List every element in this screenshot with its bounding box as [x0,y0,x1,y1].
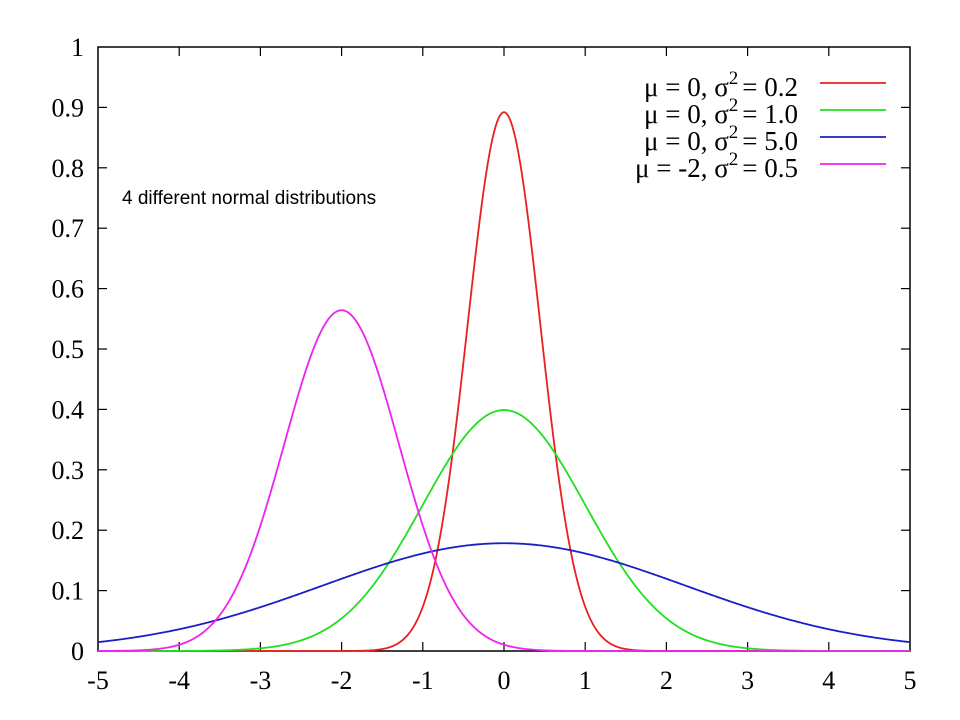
x-tick-label: -3 [250,666,272,695]
y-tick-label: 0.1 [52,577,85,606]
y-tick-label: 0.6 [52,275,85,304]
y-tick-label: 0.7 [52,214,85,243]
y-tick-label: 0.8 [52,154,85,183]
x-tick-label: 2 [660,666,673,695]
x-tick-label: 5 [904,666,917,695]
y-tick-label: 1 [71,33,84,62]
y-tick-label: 0.9 [52,93,85,122]
legend-label: μ = 0, σ2 = 5.0 [644,122,798,156]
x-tick-label: 3 [741,666,754,695]
legend-label: μ = 0, σ2 = 0.2 [644,68,798,102]
legend-label: μ = -2, σ2 = 0.5 [635,149,798,183]
series-lines [97,111,911,652]
x-tick-label: -4 [168,666,190,695]
x-tick-label: -2 [331,666,353,695]
series-line-3 [97,542,911,644]
legend-label: μ = 0, σ2 = 1.0 [644,95,798,129]
axis-ticks [98,47,910,651]
series-line-4 [97,309,910,652]
legend-entry-4: μ = -2, σ2 = 0.5 [635,149,886,183]
y-tick-label: 0.5 [52,335,85,364]
series-line-2 [98,409,910,652]
chart-annotation: 4 different normal distributions [122,188,376,209]
x-tick-label: 0 [498,666,511,695]
legend-entry-1: μ = 0, σ2 = 0.2 [644,68,886,102]
x-tick-label: -5 [87,666,109,695]
x-axis-tick-labels: -5 -4 -3 -2 -1 0 1 2 3 4 5 [87,666,916,695]
legend: μ = 0, σ2 = 0.2μ = 0, σ2 = 1.0μ = 0, σ2 = 5… [635,68,886,183]
y-tick-label: 0.4 [52,395,85,424]
y-tick-label: 0.3 [52,456,85,485]
x-tick-label: 1 [579,666,592,695]
legend-entry-3: μ = 0, σ2 = 5.0 [644,122,886,156]
y-axis-tick-labels: 0 0.1 0.2 0.3 0.4 0.5 0.6 0.7 0.8 0.9 1 [52,33,85,666]
x-tick-label: 4 [822,666,835,695]
y-tick-label: 0 [71,637,84,666]
x-tick-label: -1 [412,666,434,695]
y-tick-label: 0.2 [52,516,85,545]
legend-entry-2: μ = 0, σ2 = 1.0 [644,95,886,129]
